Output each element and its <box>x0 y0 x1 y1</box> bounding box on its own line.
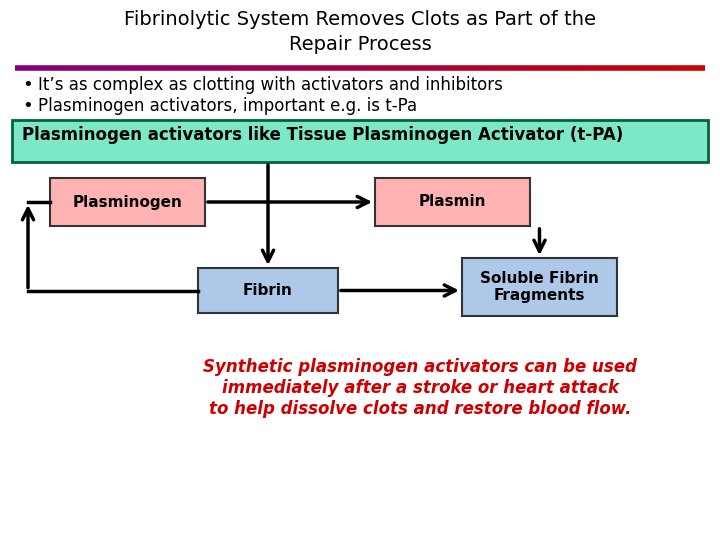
FancyBboxPatch shape <box>198 268 338 313</box>
Text: Plasminogen activators, important e.g. is t-Pa: Plasminogen activators, important e.g. i… <box>38 97 417 115</box>
Text: Fibrinolytic System Removes Clots as Part of the: Fibrinolytic System Removes Clots as Par… <box>124 10 596 29</box>
Text: Synthetic plasminogen activators can be used
immediately after a stroke or heart: Synthetic plasminogen activators can be … <box>203 358 637 417</box>
Text: Plasmin: Plasmin <box>419 194 486 210</box>
Text: Soluble Fibrin
Fragments: Soluble Fibrin Fragments <box>480 271 599 303</box>
FancyBboxPatch shape <box>12 120 708 162</box>
FancyBboxPatch shape <box>50 178 205 226</box>
Text: •: • <box>22 76 32 94</box>
Text: It’s as complex as clotting with activators and inhibitors: It’s as complex as clotting with activat… <box>38 76 503 94</box>
FancyBboxPatch shape <box>462 258 617 316</box>
Text: Plasminogen: Plasminogen <box>73 194 182 210</box>
Text: Fibrin: Fibrin <box>243 283 293 298</box>
FancyBboxPatch shape <box>375 178 530 226</box>
Text: Repair Process: Repair Process <box>289 35 431 54</box>
Text: Plasminogen activators like Tissue Plasminogen Activator (t-PA): Plasminogen activators like Tissue Plasm… <box>22 126 624 144</box>
Text: •: • <box>22 97 32 115</box>
